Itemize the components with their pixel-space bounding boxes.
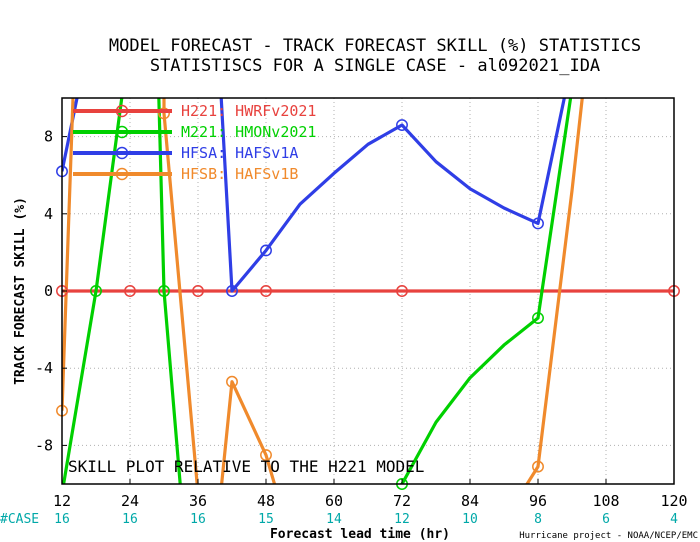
case-count-value: 12 <box>394 512 410 527</box>
x-tick-label: 120 <box>660 492 687 510</box>
marker-hfsa <box>260 244 272 257</box>
marker-hfsb <box>260 449 272 461</box>
x-tick-label: 84 <box>461 492 479 510</box>
chart-title-line2: STATISTISCS FOR A SINGLE CASE - al092021… <box>150 56 600 76</box>
case-count-label: #CASE <box>0 512 39 527</box>
x-tick-label: 48 <box>257 492 275 510</box>
series-line-m221 <box>62 98 573 484</box>
legend-marker-m221 <box>115 125 129 139</box>
marker-hfsb <box>226 375 238 388</box>
x-tick-label: 12 <box>53 492 71 510</box>
x-tick-label: 36 <box>189 492 207 510</box>
series-line-hfsb <box>62 98 584 484</box>
x-tick-label: 24 <box>121 492 139 510</box>
y-axis-label: TRACK FORECAST SKILL (%) <box>13 197 28 385</box>
y-tick-label: -8 <box>35 436 53 454</box>
x-axis-label: Forecast lead time (hr) <box>270 527 450 542</box>
y-tick-label: 8 <box>44 128 53 146</box>
skill-annotation: SKILL PLOT RELATIVE TO THE H221 MODEL <box>68 457 424 476</box>
case-counts: 16 16 16 15 14 12 10 8 6 4 <box>54 512 678 527</box>
y-tick-label: -4 <box>35 359 53 377</box>
x-tick-label: 108 <box>592 492 619 510</box>
legend-marker-hfsa <box>115 146 129 160</box>
marker-h221 <box>260 285 272 297</box>
marker-m221 <box>158 285 170 297</box>
marker-h221 <box>124 285 136 297</box>
case-count-value: 14 <box>326 512 342 527</box>
y-tick-label: 0 <box>44 282 53 300</box>
chart-title-line1: MODEL FORECAST - TRACK FORECAST SKILL (%… <box>109 36 641 56</box>
case-count-value: 16 <box>190 512 206 527</box>
legend-marker-hfsb <box>115 167 129 181</box>
legend: H221: HWRFv2021 M221: HMONv2021 HFSA: HAFS… <box>73 102 316 183</box>
x-tick-label: 72 <box>393 492 411 510</box>
marker-h221 <box>396 285 408 297</box>
marker-m221 <box>532 312 544 324</box>
case-count-value: 16 <box>54 512 70 527</box>
marker-hfsa <box>226 285 238 297</box>
marker-hfsa <box>532 217 544 230</box>
legend-label-h221: H221: HWRFv2021 <box>181 102 316 120</box>
marker-h221 <box>192 285 204 297</box>
case-count-value: 6 <box>602 512 610 527</box>
series-lines <box>62 98 674 484</box>
case-count-value: 16 <box>122 512 138 527</box>
y-tick-label: 4 <box>44 205 53 223</box>
credit-text: Hurricane project - NOAA/NCEP/EMC <box>519 531 698 541</box>
legend-label-hfsb: HFSB: HAFSv1B <box>181 165 298 183</box>
x-tick-label: 60 <box>325 492 343 510</box>
marker-hfsa <box>396 119 408 131</box>
marker-hfsb <box>532 460 544 473</box>
x-tick-label: 96 <box>529 492 547 510</box>
marker-hfsb <box>158 107 170 120</box>
case-count-value: 8 <box>534 512 542 527</box>
case-count-value: 4 <box>670 512 678 527</box>
marker-m221 <box>90 285 102 297</box>
legend-label-m221: M221: HMONv2021 <box>181 123 316 141</box>
series-line-hfsa <box>62 98 566 293</box>
case-count-value: 15 <box>258 512 274 527</box>
legend-label-hfsa: HFSA: HAFSv1A <box>181 144 298 162</box>
legend-marker-h221 <box>115 104 129 118</box>
case-count-value: 10 <box>462 512 478 527</box>
